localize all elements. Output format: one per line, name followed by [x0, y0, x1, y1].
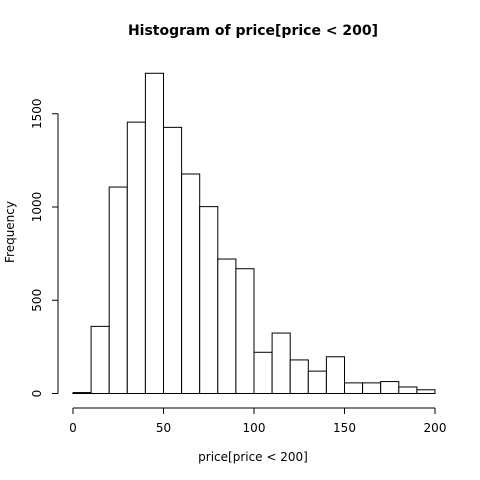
chart-title: Histogram of price[price < 200]	[128, 23, 378, 39]
histogram-bar	[362, 382, 382, 394]
x-axis-label: price[price < 200]	[198, 450, 308, 464]
histogram-bar	[416, 389, 436, 394]
histogram-bar	[253, 351, 273, 394]
x-tick-label: 0	[69, 421, 77, 435]
y-tick-label: 500	[30, 289, 44, 312]
histogram-bar	[325, 356, 345, 395]
histogram-bar	[289, 359, 309, 394]
x-axis: 0 50 100 150 200	[69, 407, 447, 435]
histogram-bar	[344, 382, 364, 394]
x-tick-label: 50	[156, 421, 171, 435]
histogram-bar	[307, 370, 327, 394]
histogram-bar	[90, 325, 110, 394]
histogram-bar	[144, 72, 164, 394]
histogram-bar	[199, 206, 219, 394]
histogram-bar	[398, 386, 418, 395]
histogram-bar	[217, 258, 237, 394]
histogram-bar	[108, 186, 128, 394]
y-tick-label: 1000	[30, 192, 44, 223]
histogram-bar	[181, 173, 201, 394]
y-axis: 0 500 1000 1500	[30, 98, 59, 398]
y-tick-label: 0	[30, 390, 44, 398]
y-axis-label: Frequency	[3, 201, 17, 263]
histogram-bar	[163, 126, 183, 395]
histogram-bar	[72, 392, 92, 395]
histogram-bar	[271, 332, 291, 395]
histogram-bar	[235, 268, 255, 395]
histogram-bar	[380, 381, 400, 394]
histogram-bar	[126, 121, 146, 394]
x-tick-label: 150	[333, 421, 356, 435]
bars-group	[72, 72, 436, 395]
x-tick-label: 100	[243, 421, 266, 435]
y-tick-label: 1500	[30, 98, 44, 129]
x-tick-label: 200	[424, 421, 447, 435]
